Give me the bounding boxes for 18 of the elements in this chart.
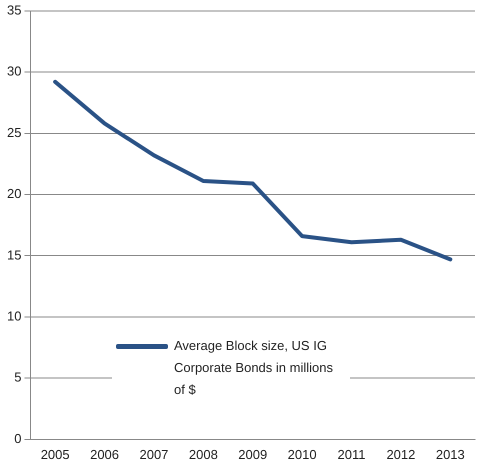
x-tick-label: 2008 — [188, 446, 218, 462]
legend-label: Average Block size, US IG Corporate Bonds in millions of $ — [174, 337, 334, 399]
y-tick-label: 0 — [14, 430, 22, 446]
x-tick-label: 2013 — [436, 446, 465, 462]
y-tick-label: 25 — [6, 124, 22, 140]
x-tick-label: 2007 — [139, 446, 168, 462]
x-tick-label: 2012 — [386, 446, 416, 462]
y-tick-label: 20 — [6, 186, 22, 202]
y-tick-label: 30 — [6, 64, 22, 79]
y-tick-label: 5 — [14, 370, 22, 385]
y-tick-label: 15 — [6, 247, 22, 262]
x-tick-label: 2010 — [288, 446, 317, 462]
x-tick-label: 2006 — [90, 446, 120, 462]
x-tick-label: 2009 — [238, 446, 268, 462]
x-tick-label: 2005 — [40, 446, 70, 462]
y-tick-label: 10 — [6, 308, 22, 324]
x-tick-label: 2011 — [338, 446, 366, 462]
y-tick-label: 35 — [6, 2, 22, 18]
